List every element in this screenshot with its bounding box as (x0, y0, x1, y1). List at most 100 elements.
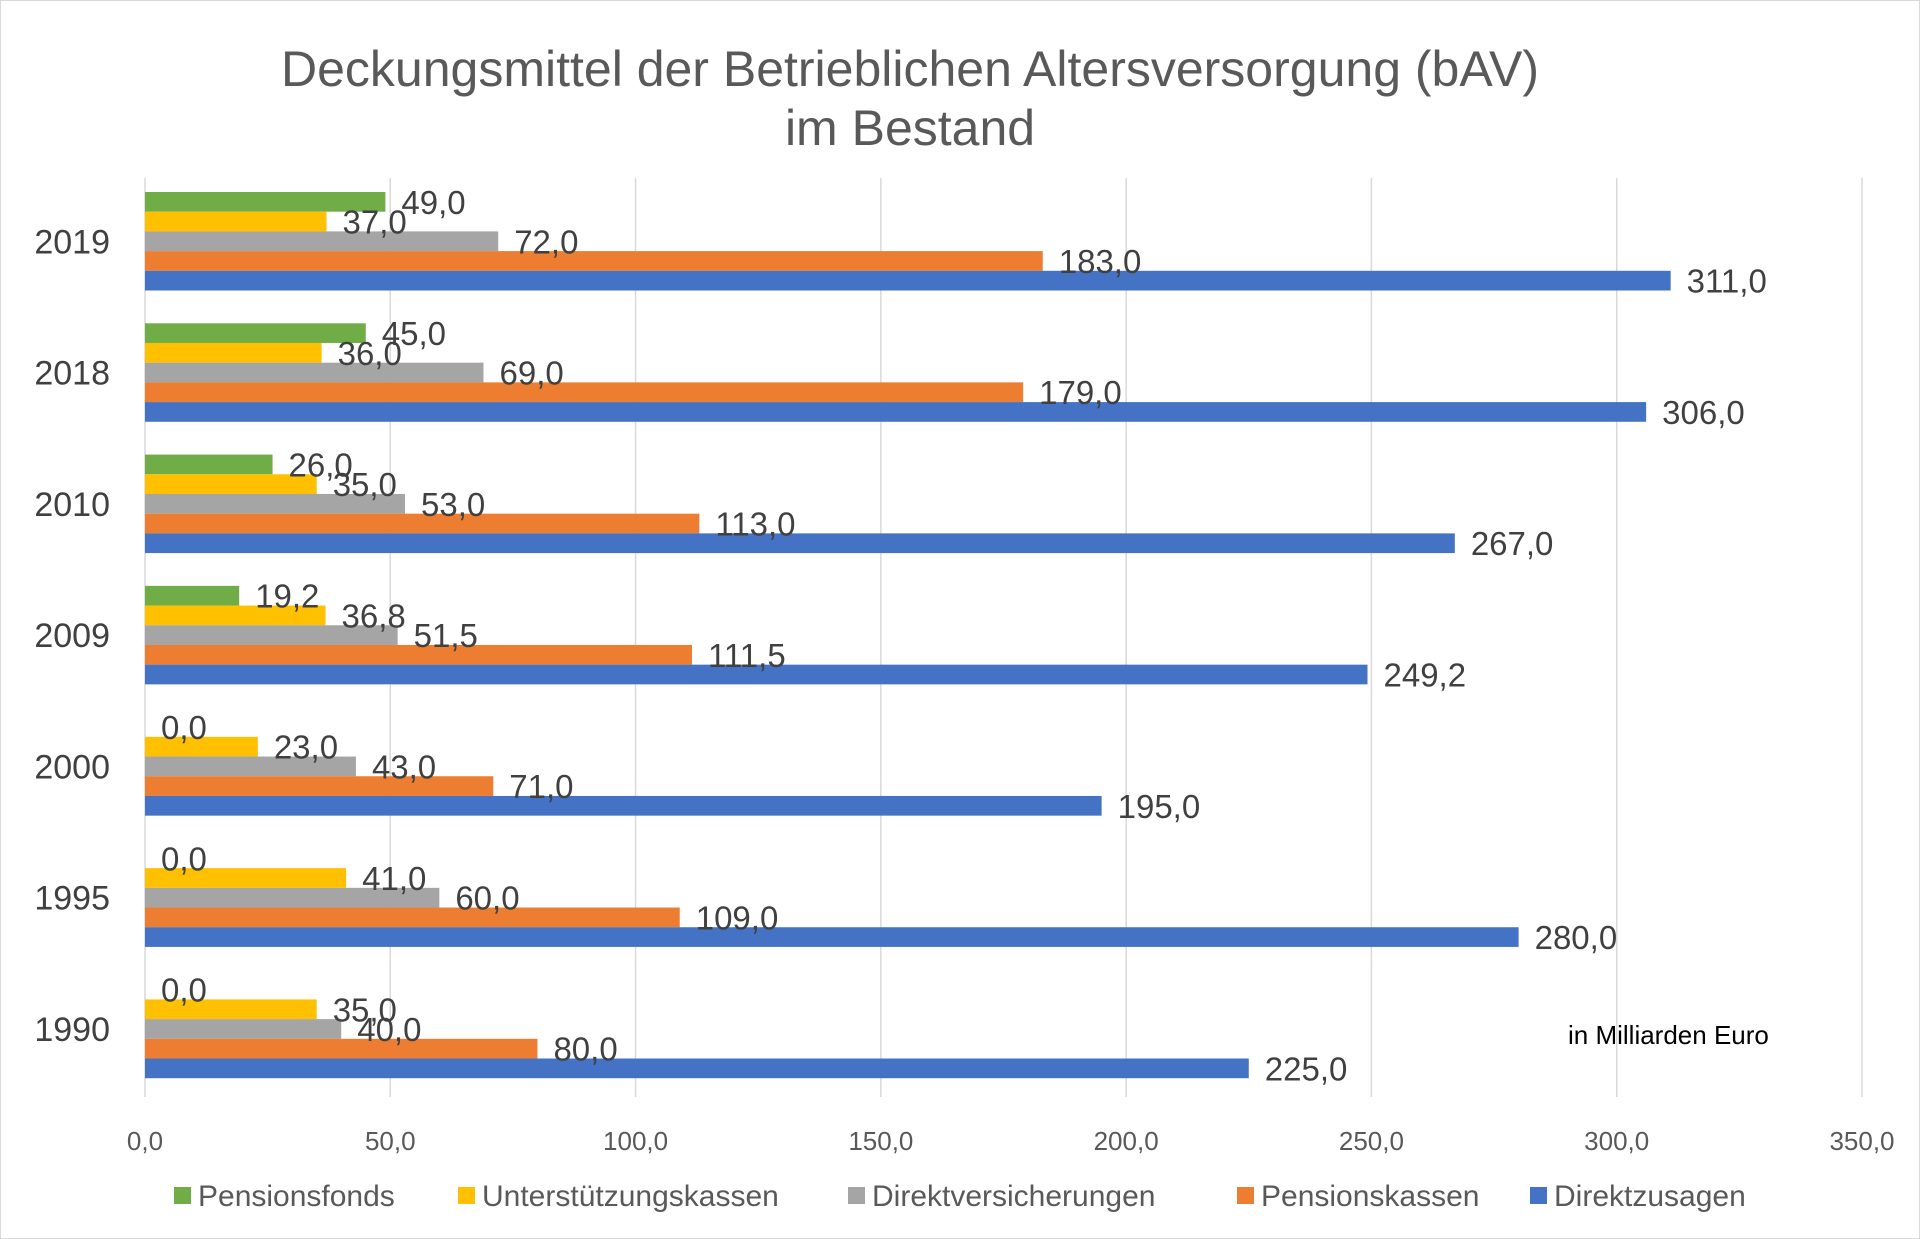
data-label: 311,0 (1687, 263, 1767, 300)
chart-title: Deckungsmittel der Betrieblichen Altersv… (281, 41, 1539, 97)
data-label: 195,0 (1118, 788, 1201, 825)
x-tick-label: 100,0 (603, 1126, 668, 1156)
x-axis: 0,0 50,0 100,0 150,0 200,0 250,0 300,0 350,0 (127, 1126, 1895, 1156)
bar-pensionskassen (145, 907, 680, 928)
legend-entry: Unterstützungskassen (482, 1180, 779, 1213)
bar-direktzusagen (145, 1058, 1249, 1079)
x-tick-label: 150,0 (848, 1126, 913, 1156)
bars (145, 192, 1671, 1079)
data-label: 45,0 (382, 315, 446, 352)
bar-pensionskassen (145, 776, 494, 796)
data-label: 80,0 (553, 1031, 617, 1068)
bar-unterstützungskassen (145, 999, 317, 1020)
x-tick-label: 200,0 (1094, 1126, 1159, 1156)
data-label: 111,5 (708, 637, 786, 674)
data-label: 37,0 (343, 204, 407, 241)
data-label: 249,2 (1384, 657, 1467, 694)
bar-direktversicherungen (145, 231, 499, 252)
data-labels: 49,037,0 72,0 183,0 311,0 45,036,0 69,0 179,0 3… (161, 184, 1767, 1088)
bar-unterstützungskassen (145, 736, 258, 757)
data-label: 0,0 (161, 840, 207, 877)
bar-direktzusagen (145, 795, 1102, 816)
legend-entry: Direktzusagen (1554, 1180, 1746, 1213)
bar-pensionskassen (145, 1038, 538, 1059)
data-label: 69,0 (499, 355, 563, 392)
bar-pensionsfonds (145, 454, 273, 475)
data-label: 71,0 (509, 768, 573, 805)
bar-unterstützungskassen (145, 474, 317, 494)
bar-unterstützungskassen (145, 342, 322, 363)
legend-entry: Pensionskassen (1261, 1180, 1479, 1213)
bar-pensionskassen (145, 382, 1024, 403)
y-axis-label: 2019 (34, 223, 110, 261)
data-label: 113,0 (715, 506, 795, 543)
data-label: 109,0 (696, 899, 779, 936)
bar-direktzusagen (145, 927, 1519, 947)
legend-swatch (1237, 1187, 1254, 1204)
bar-unterstützungskassen (145, 211, 327, 232)
legend: Pensionsfonds Unterstützungskassen Direktv… (174, 1180, 1746, 1213)
x-tick-label: 350,0 (1829, 1126, 1894, 1156)
bar-pensionskassen (145, 251, 1043, 271)
bar-pensionskassen (145, 644, 692, 665)
data-label: 49,0 (401, 184, 465, 221)
data-label: 36,0 (338, 335, 402, 372)
chart-subtitle: im Bestand (785, 100, 1035, 156)
legend-swatch (458, 1187, 475, 1204)
bar-pensionsfonds (145, 585, 240, 606)
data-label: 267,0 (1471, 525, 1554, 562)
data-label: 225,0 (1265, 1050, 1348, 1087)
bar-pensionsfonds (145, 192, 386, 212)
data-label: 51,5 (414, 617, 478, 654)
bar-direktversicherungen (145, 362, 484, 383)
y-axis-label: 2000 (34, 748, 110, 786)
data-label: 40,0 (357, 1011, 421, 1048)
data-label: 72,0 (514, 223, 578, 260)
data-label: 36,8 (342, 597, 406, 634)
legend-swatch (1530, 1187, 1547, 1204)
data-label: 53,0 (421, 486, 485, 523)
x-tick-label: 300,0 (1584, 1126, 1649, 1156)
data-label: 280,0 (1535, 919, 1618, 956)
legend-swatch (848, 1187, 865, 1204)
data-label: 26,0 (289, 446, 353, 483)
data-label: 19,2 (255, 578, 319, 615)
data-label: 60,0 (455, 880, 519, 917)
legend-entry: Direktversicherungen (872, 1180, 1155, 1213)
bar-pensionskassen (145, 513, 700, 534)
legend-entry: Pensionsfonds (198, 1180, 395, 1213)
bar-unterstützungskassen (145, 605, 326, 626)
y-axis-label: 1995 (34, 880, 110, 918)
data-label: 43,0 (372, 748, 436, 785)
data-label: 35,0 (333, 466, 397, 503)
bar-direktzusagen (145, 664, 1368, 685)
y-axis-label: 2018 (34, 355, 110, 393)
bar-direktversicherungen (145, 887, 440, 908)
bar-unterstützungskassen (145, 868, 347, 888)
bar-direktversicherungen (145, 756, 356, 777)
bar-pensionsfonds (145, 323, 366, 343)
bar-direktversicherungen (145, 1019, 342, 1039)
bar-direktversicherungen (145, 625, 398, 645)
y-axis-label: 2010 (34, 486, 110, 524)
data-label: 0,0 (161, 972, 207, 1009)
unit-note: in Milliarden Euro (1568, 1020, 1769, 1050)
bar-direktzusagen (145, 533, 1455, 554)
data-label: 23,0 (274, 729, 338, 766)
x-tick-label: 0,0 (127, 1126, 163, 1156)
x-tick-label: 250,0 (1339, 1126, 1404, 1156)
bar-direktversicherungen (145, 493, 406, 514)
data-label: 41,0 (362, 860, 426, 897)
y-axis-label: 1990 (34, 1011, 110, 1049)
data-label: 179,0 (1039, 374, 1122, 411)
bar-direktzusagen (145, 402, 1647, 422)
y-axis: 2019 2018 2010 2009 2000 1995 1990 (34, 223, 110, 1049)
data-label: 306,0 (1662, 394, 1745, 431)
y-axis-label: 2009 (34, 617, 110, 655)
x-tick-label: 50,0 (365, 1126, 416, 1156)
data-label: 35,0 (333, 991, 397, 1028)
data-label: 183,0 (1059, 243, 1142, 280)
bar-direktzusagen (145, 270, 1671, 291)
legend-swatch (174, 1187, 191, 1204)
